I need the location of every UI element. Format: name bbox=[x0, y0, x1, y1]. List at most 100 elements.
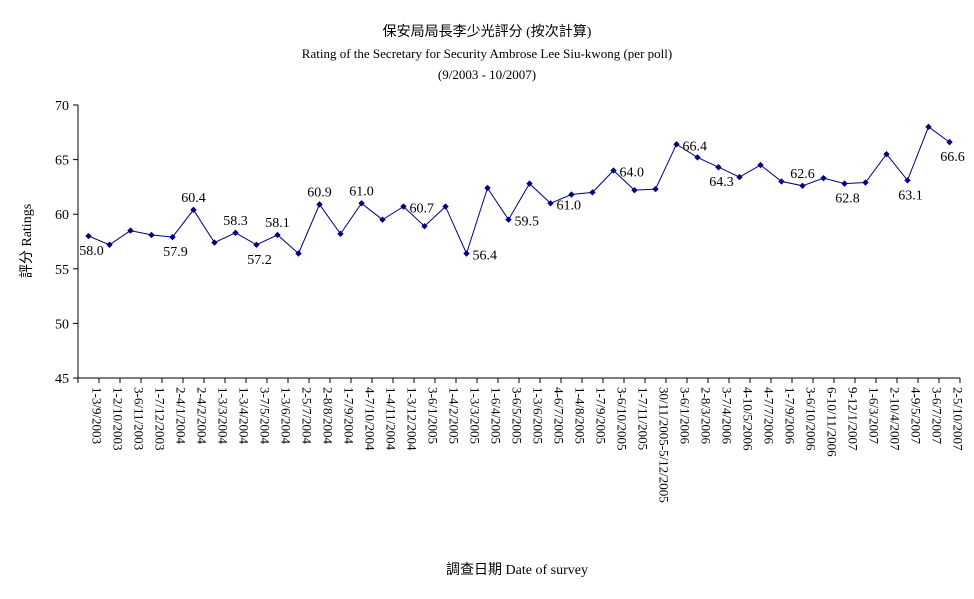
x-tick-label: 4-9/5/2007 bbox=[909, 387, 924, 445]
data-label: 62.8 bbox=[835, 192, 860, 207]
data-point bbox=[883, 150, 890, 158]
data-point bbox=[211, 239, 218, 246]
chart-title: 保安局局長李少光評分 (按次計算) bbox=[383, 24, 592, 40]
x-tick-label: 3-6/7/2007 bbox=[930, 387, 945, 445]
x-tick-label: 1-7/9/2005 bbox=[594, 387, 609, 444]
data-point bbox=[337, 230, 344, 238]
x-tick-label: 3-6/5/2005 bbox=[510, 387, 525, 444]
data-label: 58.0 bbox=[79, 244, 104, 259]
x-tick-label: 1-3/4/2004 bbox=[237, 387, 252, 445]
x-tick-label: 2-4/2/2004 bbox=[195, 387, 210, 445]
data-point bbox=[232, 229, 239, 236]
y-tick-label: 45 bbox=[55, 372, 69, 387]
data-point bbox=[358, 200, 365, 207]
y-axis-label: 評分 Ratings bbox=[19, 204, 35, 278]
x-tick-label: 4-7/10/2004 bbox=[363, 387, 378, 451]
x-tick-label: 1-7/9/2004 bbox=[342, 387, 357, 445]
data-point bbox=[694, 154, 701, 161]
x-tick-label: 1-7/9/2006 bbox=[783, 387, 798, 445]
data-point bbox=[379, 216, 386, 223]
data-point bbox=[862, 179, 869, 186]
data-point bbox=[274, 231, 281, 239]
data-point bbox=[106, 241, 113, 248]
data-point bbox=[442, 203, 449, 210]
data-point bbox=[799, 182, 806, 190]
data-label: 64.3 bbox=[709, 175, 734, 190]
series-line bbox=[88, 126, 950, 255]
x-axis-label: 調查日期 Date of survey bbox=[446, 562, 588, 578]
data-label: 56.4 bbox=[473, 249, 498, 264]
data-label: 57.2 bbox=[247, 253, 272, 268]
data-label: 59.5 bbox=[515, 215, 540, 230]
x-tick-label: 1-6/3/2007 bbox=[867, 387, 882, 445]
data-label: 58.3 bbox=[223, 214, 248, 229]
x-tick-label: 4-10/5/2006 bbox=[741, 387, 756, 451]
x-tick-label: 2-10/4/2007 bbox=[888, 387, 903, 451]
data-point bbox=[253, 241, 260, 248]
x-tick-label: 1-3/6/2004 bbox=[279, 387, 294, 445]
series-layer bbox=[85, 123, 953, 257]
data-label: 60.4 bbox=[181, 191, 206, 206]
x-tick-label: 2-5/7/2004 bbox=[300, 387, 315, 445]
data-label: 60.9 bbox=[307, 185, 332, 200]
x-tick-label: 4-7/7/2006 bbox=[762, 387, 777, 445]
data-label: 63.1 bbox=[898, 188, 923, 203]
data-point bbox=[715, 164, 722, 171]
data-point bbox=[757, 161, 764, 169]
chart-period: (9/2003 - 10/2007) bbox=[438, 67, 536, 82]
x-tick-label: 1-3/9/2003 bbox=[90, 387, 105, 444]
data-label: 58.1 bbox=[265, 216, 290, 231]
x-tick-label: 1-2/10/2003 bbox=[111, 387, 126, 451]
x-tick-label: 1-3/3/2004 bbox=[216, 387, 231, 445]
x-tick-label: 3-6/1/2006 bbox=[678, 387, 693, 445]
data-point bbox=[505, 216, 512, 223]
data-label: 64.0 bbox=[620, 166, 645, 181]
data-point bbox=[652, 185, 659, 193]
data-point bbox=[316, 201, 323, 208]
x-tick-label: 3-7/4/2006 bbox=[720, 387, 735, 445]
x-tick-label: 2-8/8/2004 bbox=[321, 387, 336, 445]
x-tick-label: 6-10/11/2006 bbox=[825, 387, 840, 457]
y-tick-label: 55 bbox=[55, 263, 69, 278]
x-tick-label: 1-3/3/2005 bbox=[468, 387, 483, 444]
data-point bbox=[169, 233, 176, 241]
x-tick-label: 1-3/6/2005 bbox=[531, 387, 546, 444]
data-point bbox=[127, 227, 134, 234]
data-point bbox=[421, 223, 428, 230]
x-tick-label: 3-6/10/2006 bbox=[804, 387, 819, 451]
y-tick-label: 70 bbox=[55, 99, 69, 114]
x-tick-label: 1-7/11/2005 bbox=[636, 387, 651, 450]
data-point bbox=[610, 167, 617, 174]
data-point bbox=[736, 173, 743, 181]
x-tick-label: 4-6/7/2005 bbox=[552, 387, 567, 444]
y-tick-label: 65 bbox=[55, 154, 69, 169]
data-point bbox=[526, 180, 533, 187]
data-label: 61.0 bbox=[349, 184, 374, 199]
data-point bbox=[589, 189, 596, 196]
x-tick-label: 1-3/12/2004 bbox=[405, 387, 420, 451]
data-labels: 58.0 57.9 60.4 58.3 57.2 58.1 60.9 61.0 60.7 56.4… bbox=[79, 139, 965, 267]
axes: 45 50 55 60 65 70 1-3/9/2003 1-2/10/2003 3-6/11/… bbox=[55, 99, 966, 503]
x-tick-label: 1-7/12/2003 bbox=[153, 387, 168, 451]
x-tick-label: 1-6/4/2005 bbox=[489, 387, 504, 444]
x-tick-label: 1-4/11/2004 bbox=[384, 387, 399, 451]
data-point bbox=[568, 191, 575, 198]
x-tick-label: 3-6/1/2005 bbox=[426, 387, 441, 444]
data-point bbox=[484, 184, 491, 192]
data-label: 66.4 bbox=[683, 139, 708, 154]
data-label: 57.9 bbox=[163, 245, 188, 260]
data-point bbox=[946, 138, 953, 146]
x-tick-label: 2-4/1/2004 bbox=[174, 387, 189, 445]
data-point bbox=[841, 180, 848, 187]
data-label: 60.7 bbox=[410, 202, 435, 217]
data-label: 62.6 bbox=[790, 167, 815, 182]
data-label: 61.0 bbox=[557, 198, 582, 213]
x-tick-label: 3-7/5/2004 bbox=[258, 387, 273, 445]
x-tick-label: 3-6/10/2005 bbox=[615, 387, 630, 451]
data-point bbox=[631, 186, 638, 194]
data-point bbox=[190, 206, 197, 214]
data-point bbox=[778, 178, 785, 185]
data-point bbox=[148, 231, 155, 239]
data-point bbox=[400, 203, 407, 210]
data-point bbox=[925, 123, 932, 131]
